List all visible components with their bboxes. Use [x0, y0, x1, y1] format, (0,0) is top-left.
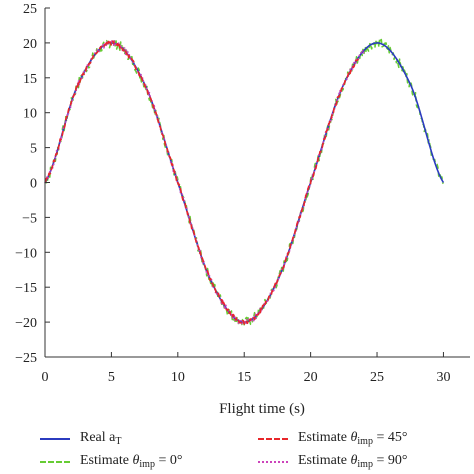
legend-label-real: Real aT: [80, 430, 122, 447]
series-line-2: [44, 40, 359, 325]
y-tick-label: 25: [23, 2, 37, 17]
y-tick-label: 20: [23, 37, 37, 52]
plot-area: [44, 37, 445, 327]
y-tick-label: 0: [30, 177, 37, 192]
legend-item-estimate-90: Estimate θimp = 90°: [258, 453, 407, 470]
series-line-3: [44, 39, 365, 325]
legend-swatch-estimate-90: [258, 460, 288, 463]
y-tick-label: −5: [22, 211, 37, 226]
y-tick-label: 15: [23, 72, 37, 87]
x-axis-title: Flight time (s): [219, 401, 305, 417]
legend-label-estimate-0: Estimate θimp = 0°: [80, 453, 183, 470]
y-tick-label: −20: [15, 316, 37, 331]
x-tick-label: 0: [42, 370, 49, 385]
legend-swatch-estimate-0: [40, 460, 70, 463]
legend: Real aT Estimate θimp = 0° Estimate θimp…: [40, 426, 474, 474]
y-tick-label: 5: [30, 142, 37, 157]
series-line-0: [44, 42, 445, 323]
legend-item-estimate-0: Estimate θimp = 0°: [40, 453, 182, 470]
y-tick-label: −25: [15, 351, 37, 366]
axes: 25 20 15 10 5 0 −5 −10 −15 −20 −25 0 5 10 15 20 25 30: [15, 2, 470, 385]
x-tick-label: 10: [171, 370, 185, 385]
y-tick-label: 10: [23, 107, 37, 122]
chart-plot: 25 20 15 10 5 0 −5 −10 −15 −20 −25 0 5 10 15 20 25 30 Fli…: [15, 2, 470, 417]
x-tick-label: 5: [108, 370, 115, 385]
x-tick-label: 15: [237, 370, 251, 385]
x-tick-label: 30: [436, 370, 450, 385]
legend-item-estimate-45: Estimate θimp = 45°: [258, 430, 407, 447]
y-tick-label: −15: [15, 281, 37, 296]
legend-label-estimate-45: Estimate θimp = 45°: [298, 430, 408, 447]
legend-swatch-estimate-45: [258, 437, 288, 440]
x-tick-label: 20: [304, 370, 318, 385]
legend-item-real: Real aT: [40, 430, 121, 447]
series-line-1: [44, 37, 445, 327]
legend-swatch-real: [40, 437, 70, 440]
x-tick-label: 25: [370, 370, 384, 385]
y-tick-label: −10: [15, 246, 37, 261]
legend-label-estimate-90: Estimate θimp = 90°: [298, 453, 408, 470]
